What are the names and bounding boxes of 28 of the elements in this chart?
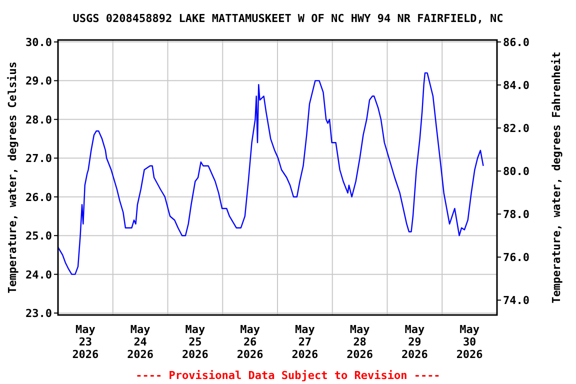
line-series: [57, 72, 484, 275]
y-tick-label: 30.0: [26, 36, 52, 49]
text: ---- Provisional Data Subject to Revision ----: [136, 369, 440, 382]
y-tick-label: 24.0: [26, 268, 52, 282]
y2-tick-label: 76.0: [503, 251, 530, 264]
y2-tick-label: 84.0: [503, 78, 530, 92]
y-tick-label: 26.0: [26, 190, 52, 204]
x-tick-label: May 29 2026: [401, 323, 428, 361]
y-axis-title: Temperature, water, degrees Celsius: [6, 62, 19, 294]
x-tick-label: May 28 2026: [346, 323, 374, 361]
y2-tick-label: 80.0: [503, 165, 530, 178]
y2-axis-title: Temperature, water, degrees Fahrenheit: [550, 52, 563, 304]
y-tick-label: 28.0: [26, 113, 52, 126]
x-tick-label: May 26 2026: [236, 323, 264, 361]
y-tick-label: 27.0: [26, 152, 52, 166]
x-tick-label: May 27 2026: [292, 323, 319, 361]
x-tick-label: May 30 2026: [456, 323, 484, 361]
x-tick-label: May 23 2026: [72, 323, 100, 361]
x-tick-label: May 25 2026: [182, 323, 209, 361]
y2-tick-label: 86.0: [503, 36, 530, 49]
y2-tick-label: 82.0: [503, 122, 530, 136]
y-tick-label: 25.0: [26, 230, 52, 243]
y2-tick-label: 74.0: [503, 294, 530, 308]
chart-title: USGS 0208458892 LAKE MATTAMUSKEET W OF NC HWY 94 NR FAIRFIELD, NC: [72, 12, 504, 25]
y-tick-label: 29.0: [26, 74, 52, 88]
y2-tick-label: 78.0: [503, 208, 530, 222]
y-tick-label: 23.0: [26, 307, 52, 320]
x-tick-label: May 24 2026: [127, 323, 154, 361]
